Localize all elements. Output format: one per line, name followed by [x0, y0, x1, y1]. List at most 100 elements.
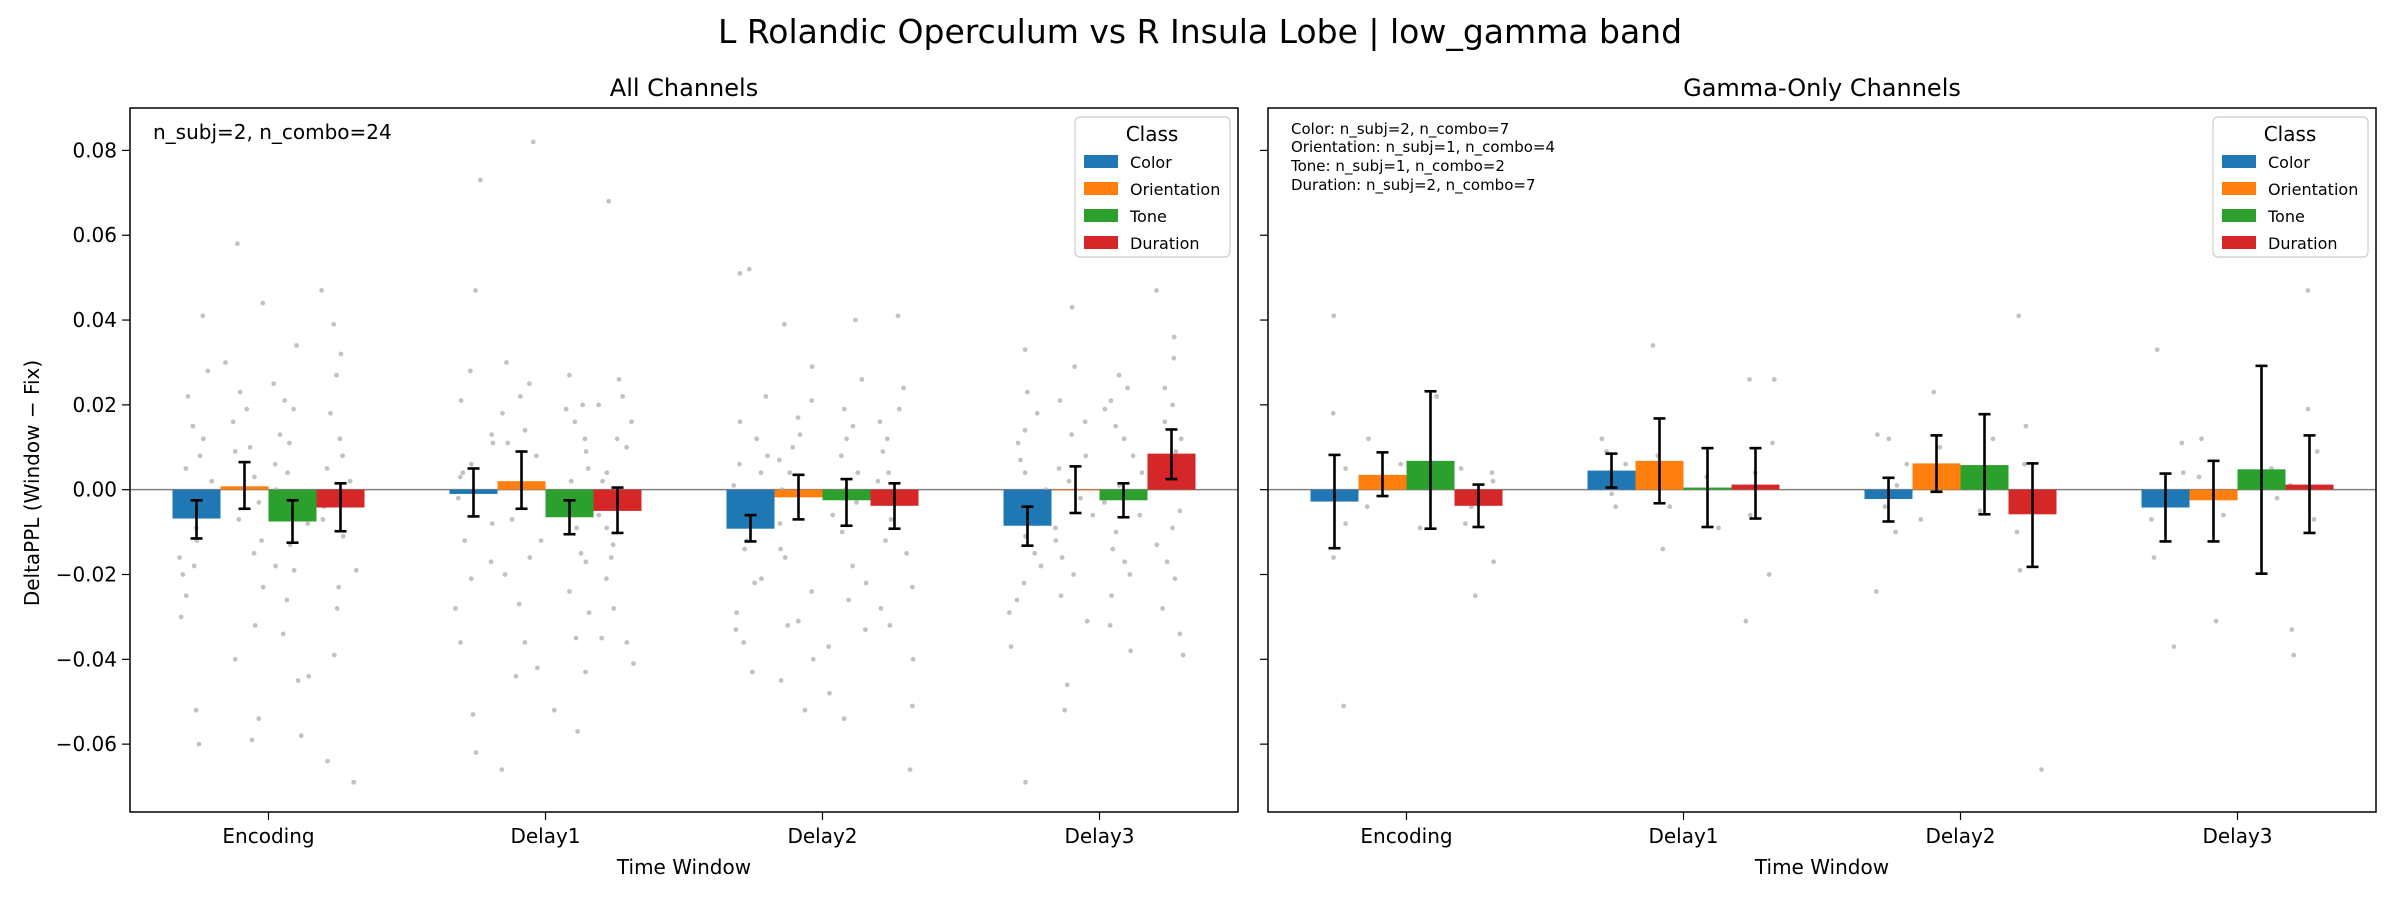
scatter-point — [888, 517, 894, 522]
x-axis-label: Time Window — [1754, 855, 1889, 879]
scatter-point — [249, 737, 255, 743]
scatter-point — [734, 610, 739, 616]
scatter-point — [2154, 347, 2160, 353]
scatter-point — [567, 589, 572, 594]
scatter-point — [331, 321, 337, 327]
scatter-point — [331, 652, 337, 658]
scatter-point — [1053, 525, 1058, 531]
scatter-point — [2213, 618, 2219, 624]
scatter-point — [470, 712, 476, 717]
scatter-point — [197, 453, 203, 459]
annotation: Tone: n_subj=1, n_combo=2 — [1290, 157, 1505, 176]
scatter-point — [910, 703, 915, 709]
scatter-point — [778, 678, 784, 683]
scatter-point — [183, 593, 189, 599]
scatter-point — [2171, 644, 2177, 649]
scatter-point — [252, 623, 258, 628]
scatter-point — [741, 640, 747, 645]
x-tick-label: Encoding — [222, 824, 314, 848]
scatter-point — [841, 406, 847, 412]
scatter-point — [752, 580, 757, 586]
scatter-point — [251, 550, 257, 556]
scatter-point — [795, 618, 801, 624]
legend-swatch — [1084, 209, 1118, 222]
scatter-point — [509, 517, 515, 522]
scatter-point — [1990, 436, 1996, 442]
scatter-point — [468, 461, 474, 467]
scatter-point — [2305, 406, 2311, 412]
scatter-point — [1057, 398, 1063, 403]
panel-title: Gamma-Only Channels — [1683, 74, 1961, 102]
scatter-point — [763, 394, 769, 399]
scatter-point — [765, 453, 770, 459]
y-tick-label: 0.06 — [72, 223, 117, 247]
legend-swatch — [2222, 182, 2256, 195]
scatter-point — [271, 381, 277, 387]
scatter-point — [853, 317, 858, 323]
scatter-point — [859, 377, 865, 382]
legend-label: Tone — [2267, 207, 2305, 226]
x-tick-label: Delay1 — [1648, 824, 1718, 848]
scatter-point — [260, 300, 266, 306]
scatter-point — [516, 601, 522, 607]
x-tick-label: Delay2 — [1925, 824, 1995, 848]
scatter-point — [1069, 304, 1075, 310]
scatter-point — [1022, 427, 1028, 433]
scatter-point — [1053, 538, 1059, 543]
scatter-point — [237, 389, 243, 395]
scatter-point — [1771, 377, 1777, 382]
scatter-point — [1463, 521, 1468, 526]
scatter-point — [1160, 606, 1165, 611]
scatter-point — [1364, 504, 1370, 510]
scatter-point — [1164, 559, 1170, 565]
scatter-point — [1716, 525, 1721, 531]
scatter-point — [1154, 288, 1159, 293]
scatter-point — [1007, 610, 1012, 616]
scatter-point — [1171, 355, 1177, 361]
scatter-point — [230, 419, 236, 425]
scatter-point — [1904, 461, 1910, 467]
scatter-point — [1082, 419, 1088, 425]
scatter-point — [1023, 779, 1028, 785]
scatter-point — [604, 470, 610, 476]
annotation: n_subj=2, n_combo=24 — [153, 120, 392, 144]
scatter-point — [907, 767, 913, 772]
scatter-point — [778, 546, 783, 552]
scatter-point — [1071, 572, 1076, 577]
scatter-point — [1084, 618, 1090, 624]
figure-title: L Rolandic Operculum vs R Insula Lobe | … — [718, 12, 1682, 51]
y-tick-label: −0.02 — [56, 563, 117, 587]
scatter-point — [305, 521, 311, 526]
scatter-point — [568, 478, 574, 484]
y-tick-label: 0.02 — [72, 393, 117, 417]
scatter-point — [1886, 436, 1892, 442]
scatter-point — [863, 627, 868, 632]
scatter-point — [1873, 589, 1879, 594]
scatter-point — [473, 750, 479, 755]
scatter-point — [457, 474, 463, 480]
scatter-point — [586, 610, 592, 616]
scatter-point — [574, 525, 579, 531]
scatter-point — [1108, 398, 1114, 403]
scatter-point — [583, 669, 588, 675]
scatter-point — [2314, 449, 2320, 454]
scatter-point — [1109, 593, 1114, 599]
scatter-point — [2180, 470, 2186, 476]
scatter-point — [1066, 478, 1072, 484]
scatter-point — [294, 343, 299, 348]
axes-frame — [1267, 107, 2377, 813]
plot-area: −0.06 −0.04 −0.02 0.00 0.02 0.04 0.06 0.08 Encod… — [56, 107, 1239, 848]
legend-label: Orientation — [1130, 180, 1220, 199]
scatter-point — [1162, 419, 1168, 425]
scatter-point — [468, 576, 474, 582]
scatter-point — [334, 372, 339, 378]
y-tick-label: 0.00 — [72, 478, 117, 502]
scatter-point — [910, 656, 916, 662]
scatter-point — [535, 665, 540, 671]
scatter-point — [347, 478, 353, 484]
scatter-point — [177, 555, 183, 560]
scatter-point — [2199, 436, 2204, 442]
scatter-point — [455, 495, 461, 501]
scatter-point — [191, 563, 197, 569]
scatter-point — [1330, 410, 1336, 416]
